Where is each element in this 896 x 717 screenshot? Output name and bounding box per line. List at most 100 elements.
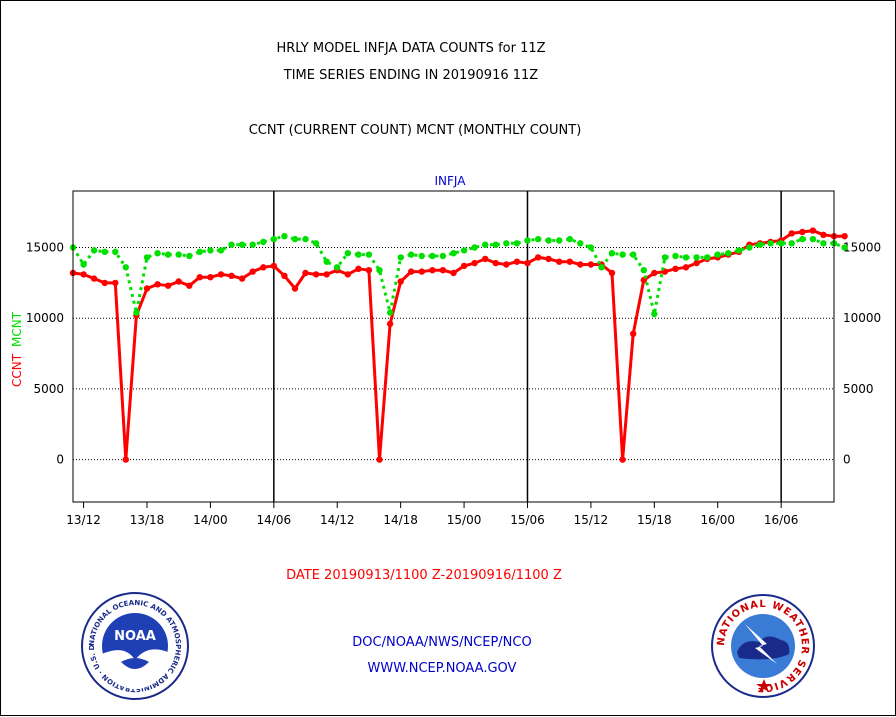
y-tick-label-left: 15000 — [26, 241, 64, 255]
y-tick-label-left: 5000 — [33, 382, 64, 396]
y-tick-label-right: 0 — [843, 453, 851, 467]
data-point-mcnt — [334, 264, 341, 271]
data-point-ccnt — [471, 259, 478, 267]
plot-area-border — [72, 190, 835, 503]
data-point-mcnt — [809, 235, 817, 243]
x-tick-label: 14/12 — [320, 513, 355, 527]
website-link[interactable]: WWW.NCEP.NOAA.GOV — [368, 661, 517, 676]
data-point-mcnt — [355, 251, 362, 258]
data-point-ccnt — [820, 231, 827, 238]
data-point-mcnt — [228, 241, 235, 248]
data-point-mcnt — [90, 247, 98, 254]
data-point-ccnt — [112, 279, 119, 287]
data-point-mcnt — [651, 310, 658, 318]
data-point-mcnt — [376, 267, 383, 274]
data-point-mcnt — [365, 251, 373, 258]
data-point-ccnt — [450, 269, 457, 277]
data-point-ccnt — [281, 272, 288, 279]
data-point-ccnt — [408, 268, 415, 275]
x-tick-label: 13/12 — [66, 513, 101, 527]
data-point-ccnt — [482, 255, 489, 263]
data-point-mcnt — [767, 240, 774, 247]
data-point-mcnt — [672, 252, 679, 260]
data-point-ccnt — [386, 320, 394, 328]
data-point-ccnt — [365, 267, 373, 274]
data-point-mcnt — [101, 248, 108, 255]
data-point-mcnt — [281, 233, 288, 240]
chart-subtitle: CCNT (CURRENT COUNT) MCNT (MONTHLY COUNT… — [249, 123, 582, 138]
data-point-mcnt — [799, 235, 806, 243]
data-point-ccnt — [217, 271, 225, 278]
data-point-mcnt — [164, 251, 172, 258]
x-tick-label: 15/12 — [574, 513, 609, 527]
x-axis-label: DATE 20190913/1100 Z-20190916/1100 Z — [286, 568, 562, 583]
data-point-mcnt — [386, 309, 394, 316]
data-point-mcnt — [238, 241, 246, 248]
data-point-ccnt — [355, 265, 362, 272]
data-point-ccnt — [196, 274, 203, 281]
x-tick-label: 14/06 — [257, 513, 292, 527]
chart-title-line-2: TIME SERIES ENDING IN 20190916 11Z — [283, 68, 539, 83]
data-point-ccnt — [323, 271, 330, 278]
data-point-mcnt — [735, 247, 743, 254]
data-point-mcnt — [725, 250, 732, 257]
data-point-ccnt — [302, 269, 309, 277]
noaa-logo: NATIONAL OCEANIC AND ATMOSPHERIC ADMINIS… — [81, 592, 189, 700]
data-point-ccnt — [566, 258, 573, 265]
data-point-mcnt — [323, 258, 330, 265]
data-point-ccnt — [492, 259, 499, 267]
data-point-ccnt — [534, 254, 542, 261]
data-point-mcnt — [408, 251, 415, 258]
data-point-ccnt — [809, 227, 817, 234]
data-point-mcnt — [619, 251, 626, 258]
series-line-mcnt — [71, 234, 846, 316]
data-point-ccnt — [672, 265, 679, 272]
data-point-ccnt — [249, 268, 256, 275]
y-tick-label-right: 10000 — [843, 311, 881, 325]
x-tick-label: 14/18 — [383, 513, 418, 527]
data-point-mcnt — [460, 247, 468, 254]
data-point-mcnt — [217, 247, 225, 254]
y-tick-label-left: 0 — [56, 453, 64, 467]
data-point-ccnt — [376, 456, 383, 463]
data-point-ccnt — [291, 285, 299, 292]
x-tick-label: 16/00 — [700, 513, 735, 527]
data-point-mcnt — [122, 264, 129, 271]
data-point-ccnt — [143, 285, 151, 292]
data-point-mcnt — [640, 267, 647, 274]
data-point-mcnt — [693, 254, 700, 261]
x-tick-label: 15/18 — [637, 513, 672, 527]
agency-line: DOC/NOAA/NWS/NCEP/NCO — [352, 635, 531, 650]
data-point-mcnt — [630, 251, 637, 258]
x-tick-label: 13/18 — [130, 513, 165, 527]
data-point-ccnt — [513, 258, 521, 265]
y-tick-label-right: 5000 — [843, 382, 874, 396]
data-point-ccnt — [799, 228, 806, 236]
data-point-mcnt — [270, 235, 277, 243]
data-point-mcnt — [492, 241, 499, 248]
data-point-mcnt — [756, 241, 764, 248]
series-layer — [69, 227, 848, 463]
data-point-ccnt — [418, 268, 425, 275]
data-point-ccnt — [207, 274, 214, 281]
y-tick-label-right: 15000 — [843, 241, 881, 255]
data-point-ccnt — [556, 258, 563, 265]
data-point-ccnt — [90, 275, 98, 282]
data-point-ccnt — [270, 262, 277, 270]
data-point-mcnt — [471, 244, 478, 251]
chart-title-line-1: HRLY MODEL INFJA DATA COUNTS for 11Z — [276, 41, 545, 56]
data-point-mcnt — [778, 240, 785, 247]
data-point-mcnt — [429, 252, 436, 260]
data-point-mcnt — [577, 240, 584, 247]
x-tick-label: 14/00 — [193, 513, 228, 527]
data-point-mcnt — [566, 235, 573, 243]
data-point-mcnt — [302, 235, 309, 243]
data-point-ccnt — [682, 264, 690, 271]
grid-lines — [73, 191, 834, 502]
data-point-mcnt — [704, 254, 711, 261]
x-tick-label: 15/06 — [510, 513, 545, 527]
y-axis-label-mcnt: MCNT — [10, 311, 24, 347]
data-point-mcnt — [196, 248, 203, 255]
